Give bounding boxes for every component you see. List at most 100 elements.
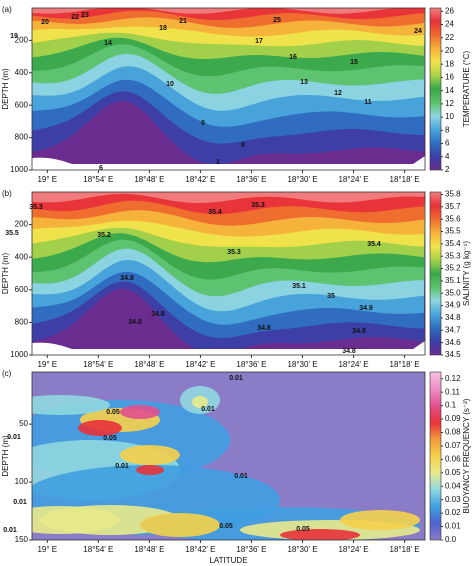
x-tick-label: 18°36' E bbox=[236, 360, 266, 369]
no-data bbox=[32, 156, 425, 170]
colorbar-tick-label: 0.05 bbox=[445, 468, 461, 477]
y-tick-label: 1000 bbox=[10, 165, 28, 174]
x-tick-label: 18°48' E bbox=[134, 360, 164, 369]
colorbar-tick-label: 0.01 bbox=[445, 522, 461, 531]
y-tick-label: 600 bbox=[15, 285, 29, 294]
x-tick-label: 18°30' E bbox=[287, 545, 317, 554]
contour-label: 34.8 bbox=[352, 328, 366, 335]
colorbar-tick-label: 0.04 bbox=[445, 481, 461, 490]
x-tick-label: 18°54' E bbox=[83, 545, 113, 554]
colorbar-tick-label: 10 bbox=[445, 112, 454, 121]
colorbar bbox=[429, 7, 442, 171]
y-tick-label: 150 bbox=[15, 535, 29, 544]
panel-label: (a) bbox=[2, 5, 12, 14]
colorbar-tick-label: 22 bbox=[445, 33, 454, 42]
contour-label: 35.1 bbox=[292, 283, 306, 290]
x-tick-label: 19° E bbox=[37, 175, 57, 184]
colorbar-tick-label: 0.08 bbox=[445, 428, 461, 437]
y-tick-label: 800 bbox=[15, 318, 29, 327]
contour-label: 13 bbox=[300, 79, 308, 86]
contour-label: 9 bbox=[201, 120, 205, 127]
y-axis-label: DEPTH (m) bbox=[1, 68, 10, 110]
field-blob bbox=[120, 445, 180, 465]
colorbar-tick-label: 12 bbox=[445, 99, 454, 108]
x-tick-label: 18°48' E bbox=[134, 175, 164, 184]
panel-label: (c) bbox=[2, 369, 12, 378]
contour-label: 0.01 bbox=[13, 499, 27, 506]
contour-label: 23 bbox=[81, 12, 89, 19]
y-tick-label: 200 bbox=[15, 220, 29, 229]
field-band bbox=[32, 8, 425, 14]
contour-label: 0.01 bbox=[7, 434, 21, 441]
contour-label: 14 bbox=[104, 40, 112, 47]
colorbar-tick-label: 34.5 bbox=[445, 350, 461, 359]
x-tick-label: 18°24' E bbox=[338, 545, 368, 554]
colorbar-tick-label: 14 bbox=[445, 86, 454, 95]
contour-label: 0.05 bbox=[296, 526, 310, 533]
no-data bbox=[32, 341, 425, 355]
contour-label: 34.8 bbox=[120, 275, 134, 282]
colorbar-tick-label: 6 bbox=[445, 139, 450, 148]
field-blob bbox=[32, 395, 110, 415]
field bbox=[32, 372, 425, 540]
plot-frame bbox=[31, 191, 426, 356]
colorbar-label: TEMPERATURE (°C) bbox=[462, 50, 471, 127]
colorbar-tick-label: 35.6 bbox=[445, 214, 461, 223]
field-blob bbox=[136, 465, 164, 475]
colorbar-tick-label: 18 bbox=[445, 59, 454, 68]
contour-label: 0.05 bbox=[103, 435, 117, 442]
contour-label: 35 bbox=[327, 293, 335, 300]
contour-label: 21 bbox=[179, 18, 187, 25]
field-blob bbox=[140, 513, 220, 537]
contour-label: 22 bbox=[71, 14, 79, 21]
plot-frame bbox=[31, 7, 426, 171]
colorbar-tick-label: 26 bbox=[445, 6, 454, 15]
y-tick-label: 100 bbox=[15, 477, 29, 486]
colorbar-tick-label: 2 bbox=[445, 165, 450, 174]
contour-label: 34.9 bbox=[359, 305, 373, 312]
field-blob bbox=[192, 396, 208, 408]
y-axis-label: DEPTH (m) bbox=[1, 253, 10, 295]
contour-label: 15 bbox=[350, 59, 358, 66]
contour-label: 25 bbox=[273, 17, 281, 24]
x-tick-label: 18°24' E bbox=[338, 175, 368, 184]
x-tick-label: 18°18' E bbox=[390, 360, 420, 369]
y-tick-label: 400 bbox=[15, 252, 29, 261]
y-tick-label: 600 bbox=[15, 100, 29, 109]
colorbar-tick-label: 0.0 bbox=[445, 535, 457, 544]
x-tick-label: 19° E bbox=[37, 545, 57, 554]
colorbar-tick-label: 0.03 bbox=[445, 495, 461, 504]
contour-label: 35.3 bbox=[29, 204, 43, 211]
contour-label: 35.3 bbox=[227, 249, 241, 256]
y-tick-label: 200 bbox=[15, 36, 29, 45]
field-band bbox=[32, 192, 425, 203]
colorbar-tick-label: 34.6 bbox=[445, 338, 461, 347]
x-tick-label: 18°24' E bbox=[338, 360, 368, 369]
x-tick-label: 18°36' E bbox=[236, 175, 266, 184]
contour-label: 35.3 bbox=[251, 202, 265, 209]
x-tick-label: 18°42' E bbox=[185, 175, 215, 184]
contour-label: 34.8 bbox=[151, 311, 165, 318]
contour-label: 35.5 bbox=[5, 230, 19, 237]
contour-label: 18 bbox=[159, 25, 167, 32]
colorbar-tick-label: 20 bbox=[445, 46, 454, 55]
colorbar-tick-label: 34.9 bbox=[445, 301, 461, 310]
field-blob bbox=[120, 405, 160, 419]
colorbar-tick-label: 0.11 bbox=[445, 387, 461, 396]
x-tick-label: 18°18' E bbox=[390, 545, 420, 554]
contour-label: 1 bbox=[216, 159, 220, 166]
contour-label: 35.4 bbox=[208, 209, 222, 216]
x-tick-label: 18°54' E bbox=[83, 175, 113, 184]
colorbar-tick-label: 16 bbox=[445, 73, 454, 82]
colorbar-tick-label: 35.8 bbox=[445, 190, 461, 199]
contour-label: 8 bbox=[241, 142, 245, 149]
contour-label: 34.8 bbox=[257, 325, 271, 332]
contour-label: 34.8 bbox=[128, 319, 142, 326]
colorbar-tick-label: 35.2 bbox=[445, 264, 461, 273]
colorbar-tick-label: 35.0 bbox=[445, 288, 461, 297]
colorbar-tick-label: 0.12 bbox=[445, 374, 461, 383]
field-blob bbox=[340, 510, 420, 530]
field bbox=[32, 192, 425, 355]
contour-label: 35.2 bbox=[97, 232, 111, 239]
